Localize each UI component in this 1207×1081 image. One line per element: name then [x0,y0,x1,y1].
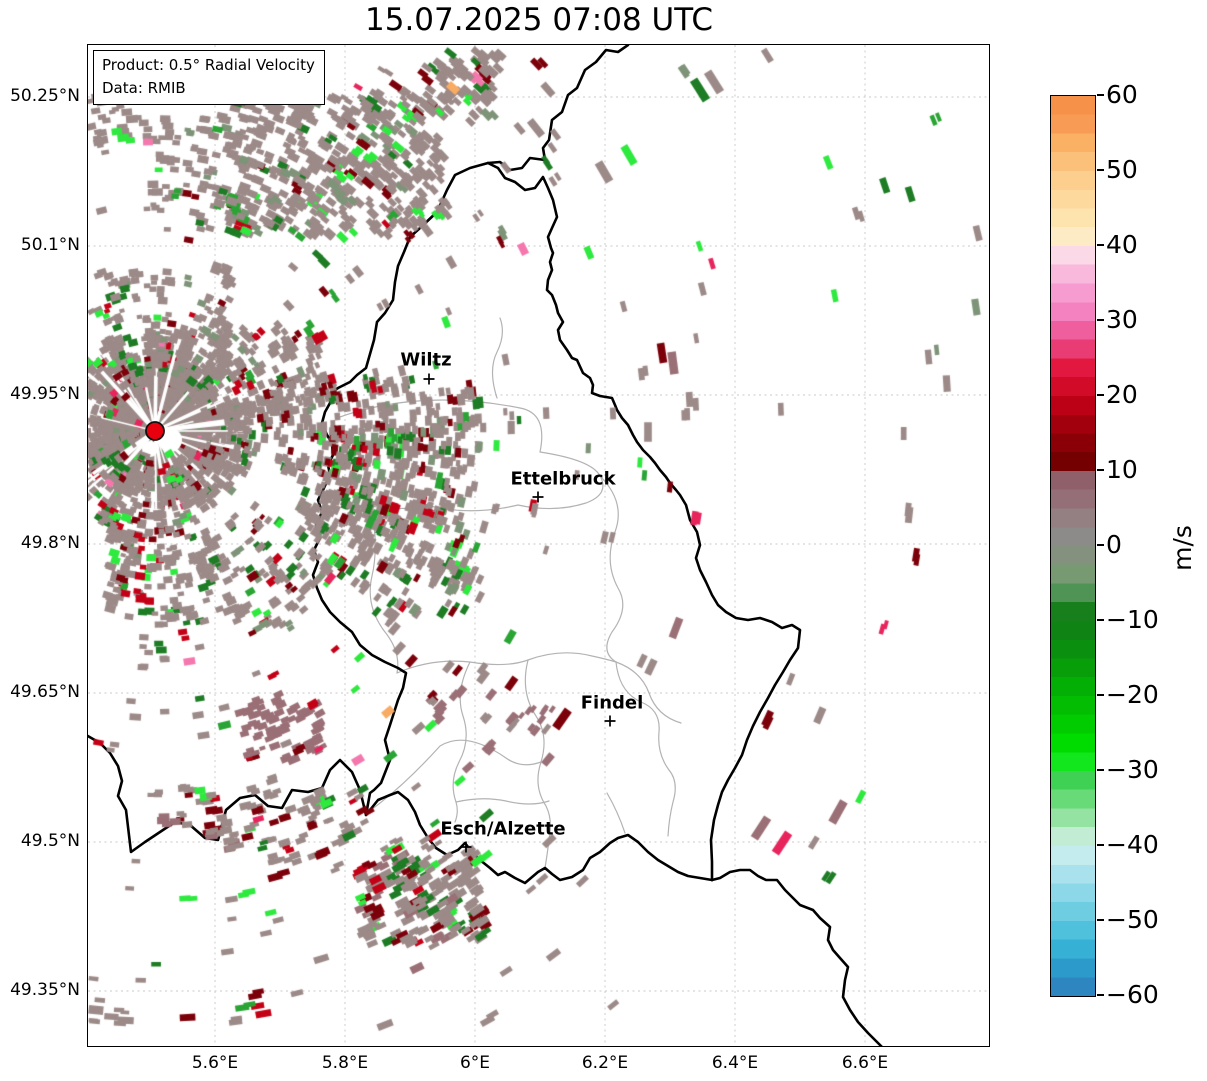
x-tick-label: 6.4°E [711,1053,759,1073]
colorbar-tick [1097,919,1104,921]
colorbar-tick [1097,394,1104,396]
data-source-line: Data: RMIB [102,78,186,97]
colorbar-tick-label: 50 [1106,155,1138,184]
city-plus-marker [423,373,435,385]
colorbar-tick [1097,544,1104,546]
colorbar-tick-label: 0 [1106,530,1122,559]
y-tick-label: 50.25°N [10,86,80,106]
colorbar-tick [1097,994,1104,996]
colorbar-tick-label: 10 [1106,455,1138,484]
colorbar-tick-label: −40 [1106,830,1159,859]
y-tick-label: 49.95°N [10,384,80,404]
product-info-box: Product: 0.5° Radial Velocity Data: RMIB [93,50,325,105]
city-label: Findel [580,692,644,714]
y-tick-label: 49.8°N [20,533,80,553]
colorbar-tick-label: −20 [1106,680,1159,709]
city-plus-marker [604,715,616,727]
y-tick-label: 50.1°N [20,235,80,255]
colorbar [1050,95,1096,997]
colorbar-tick [1097,94,1104,96]
colorbar-tick-label: 40 [1106,230,1138,259]
map-panel [88,45,990,1047]
y-tick-label: 49.35°N [10,980,80,1000]
plot-title: 15.07.2025 07:08 UTC [365,2,713,38]
x-tick-label: 5.8°E [321,1053,369,1073]
product-line: Product: 0.5° Radial Velocity [102,56,315,74]
colorbar-tick-label: 30 [1106,305,1138,334]
colorbar-tick [1097,169,1104,171]
city-label: Esch/Alzette [440,818,566,840]
colorbar-tick [1097,619,1104,621]
colorbar-tick-label: 60 [1106,80,1138,109]
colorbar-tick [1097,469,1104,471]
colorbar-tick [1097,844,1104,846]
colorbar-tick-label: −60 [1106,980,1159,1009]
x-tick-label: 6.2°E [581,1053,629,1073]
colorbar-tick [1097,769,1104,771]
y-tick-label: 49.5°N [20,831,80,851]
x-tick-label: 6.6°E [841,1053,889,1073]
colorbar-tick-label: −10 [1106,605,1159,634]
city-label: Ettelbruck [510,468,616,490]
colorbar-tick [1097,244,1104,246]
y-tick-label: 49.65°N [10,682,80,702]
colorbar-tick-label: 20 [1106,380,1138,409]
x-tick-label: 6°E [459,1053,491,1073]
city-plus-marker [532,491,544,503]
city-plus-marker [460,841,472,853]
colorbar-tick-label: −50 [1106,905,1159,934]
colorbar-unit-label: m/s [1168,525,1197,571]
x-tick-label: 5.6°E [191,1053,239,1073]
colorbar-tick [1097,319,1104,321]
colorbar-tick [1097,694,1104,696]
city-label: Wiltz [400,349,452,371]
radar-echo-canvas [88,45,990,1047]
colorbar-tick-label: −30 [1106,755,1159,784]
